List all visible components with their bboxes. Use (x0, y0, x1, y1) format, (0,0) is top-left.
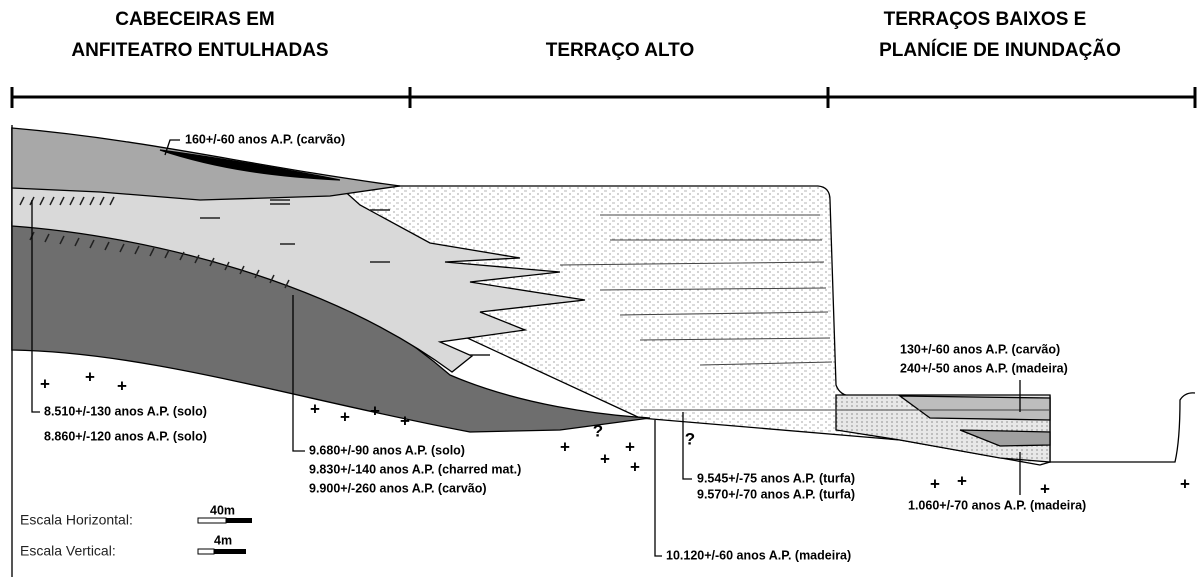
plus-sign: + (1040, 479, 1050, 498)
plus-sign: + (560, 437, 570, 456)
date-label: 8.860+/-120 anos A.P. (solo) (44, 429, 207, 443)
section-title: CABECEIRAS EM (115, 9, 274, 30)
scale-label: Escala Vertical: (20, 543, 116, 559)
date-label: 160+/-60 anos A.P. (carvão) (185, 132, 345, 146)
date-label: 10.120+/-60 anos A.P. (madeira) (666, 548, 851, 562)
plus-sign: + (400, 411, 410, 430)
plus-sign: + (600, 449, 610, 468)
plus-sign: + (85, 367, 95, 386)
scale-length: 40m (210, 503, 235, 517)
question-mark: ? (685, 429, 695, 448)
scale-label: Escala Horizontal: (20, 512, 133, 528)
date-label: 130+/-60 anos A.P. (carvão) (900, 342, 1060, 356)
header-bar (12, 87, 1195, 108)
plus-sign: + (40, 374, 50, 393)
plus-sign: + (370, 401, 380, 420)
question-mark: ? (593, 421, 603, 440)
date-label: 9.680+/-90 anos A.P. (solo) (309, 443, 465, 457)
date-label: 9.900+/-260 anos A.P. (carvão) (309, 481, 487, 495)
date-label: 8.510+/-130 anos A.P. (solo) (44, 404, 207, 418)
section-title: ANFITEATRO ENTULHADAS (71, 40, 328, 61)
date-label: 240+/-50 anos A.P. (madeira) (900, 361, 1068, 375)
section-title: PLANÍCIE DE INUNDAÇÃO (879, 39, 1121, 61)
plus-sign: + (630, 457, 640, 476)
scale-length: 4m (214, 533, 232, 547)
section-title: TERRAÇOS BAIXOS E (884, 9, 1087, 30)
plus-sign: + (625, 437, 635, 456)
plus-sign: + (340, 407, 350, 426)
scale-bar (198, 549, 246, 554)
date-label: 9.570+/-70 anos A.P. (turfa) (697, 487, 855, 501)
scale-bar (198, 518, 252, 523)
plus-sign: + (310, 399, 320, 418)
plus-sign: + (117, 376, 127, 395)
plus-sign: + (957, 471, 967, 490)
date-label: 1.060+/-70 anos A.P. (madeira) (908, 498, 1086, 512)
date-label: 9.545+/-75 anos A.P. (turfa) (697, 471, 855, 485)
plus-sign: + (1180, 474, 1190, 493)
section-title: TERRAÇO ALTO (546, 40, 694, 61)
section-diagram: CABECEIRAS EM ANFITEATRO ENTULHADAS TERR… (0, 0, 1198, 577)
plus-sign: + (930, 474, 940, 493)
date-label: 9.830+/-140 anos A.P. (charred mat.) (309, 462, 521, 476)
